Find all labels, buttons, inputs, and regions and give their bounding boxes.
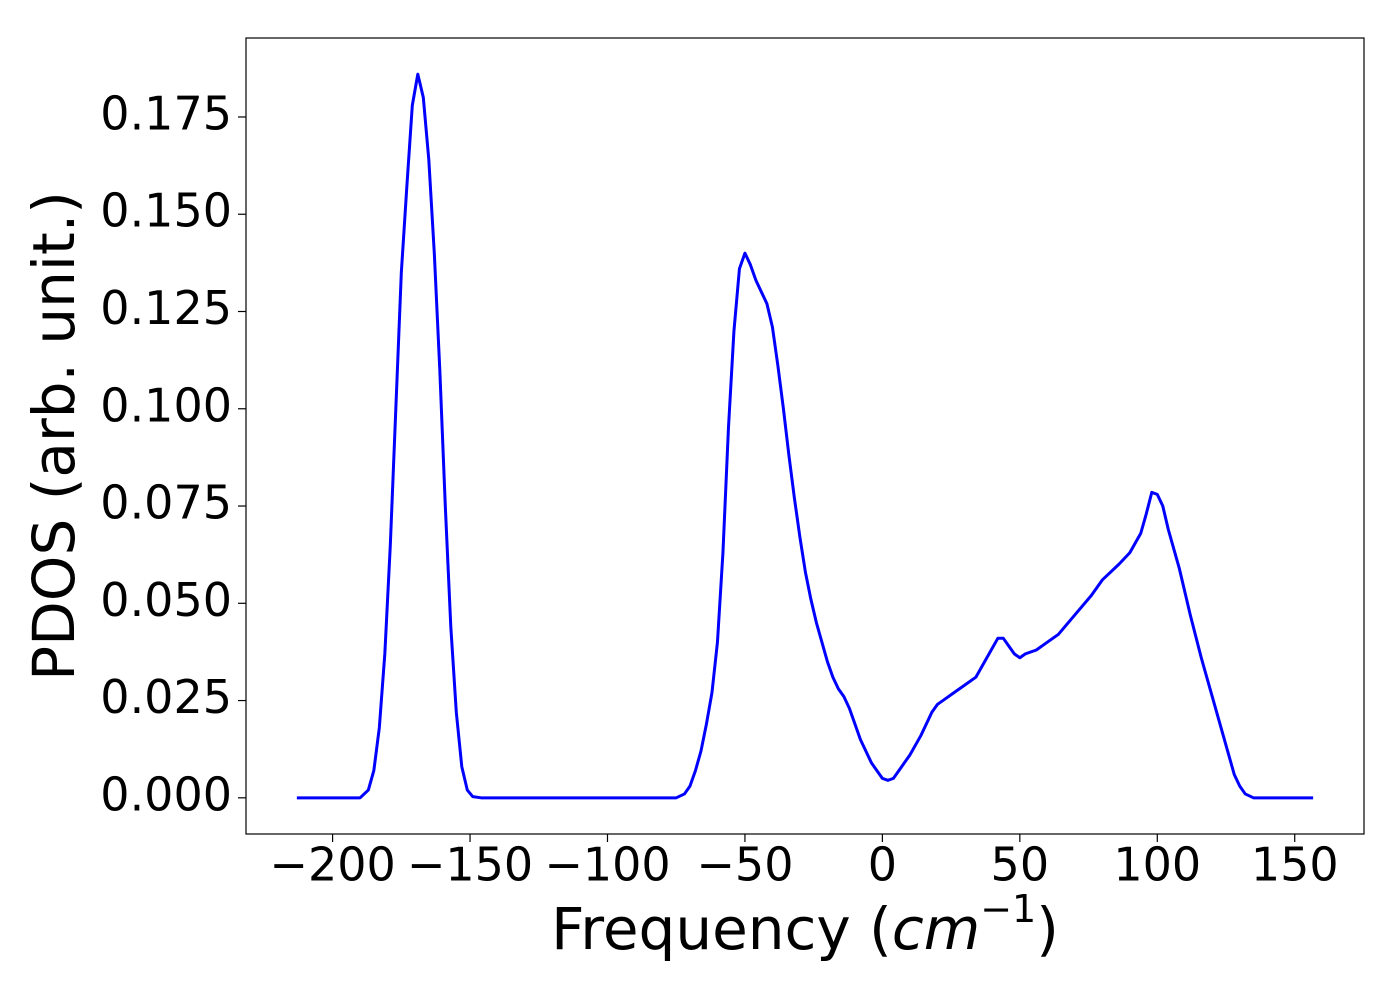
y-tick-label: 0.125 (100, 281, 232, 335)
y-tick-label: 0.100 (100, 378, 232, 432)
x-tick-label: 0 (868, 838, 897, 892)
x-label-close: ) (1036, 895, 1059, 963)
y-axis-label: PDOS (arb. unit.) (20, 191, 88, 681)
x-tick-label: −200 (269, 838, 395, 892)
x-tick-label: 100 (1113, 838, 1201, 892)
x-label-unit: cm (892, 895, 980, 963)
x-tick-label: −50 (696, 838, 793, 892)
x-label-text: Frequency ( (551, 895, 892, 963)
data-line (296, 72, 1314, 800)
x-tick-label: 50 (991, 838, 1050, 892)
x-axis-label: Frequency (cm−1) (551, 887, 1059, 964)
y-tick-label: 0.050 (100, 573, 232, 627)
x-tick-label: −100 (544, 838, 670, 892)
x-label-exponent: −1 (980, 887, 1036, 931)
y-tick-label: 0.175 (100, 86, 232, 140)
x-tick-label: 150 (1251, 838, 1339, 892)
y-tick-label: 0.000 (100, 767, 232, 821)
x-tick-label: −150 (407, 838, 533, 892)
y-tick-label: 0.075 (100, 476, 232, 530)
plot-frame (245, 37, 1365, 835)
y-tick-label: 0.025 (100, 670, 232, 724)
y-tick-label: 0.150 (100, 184, 232, 238)
